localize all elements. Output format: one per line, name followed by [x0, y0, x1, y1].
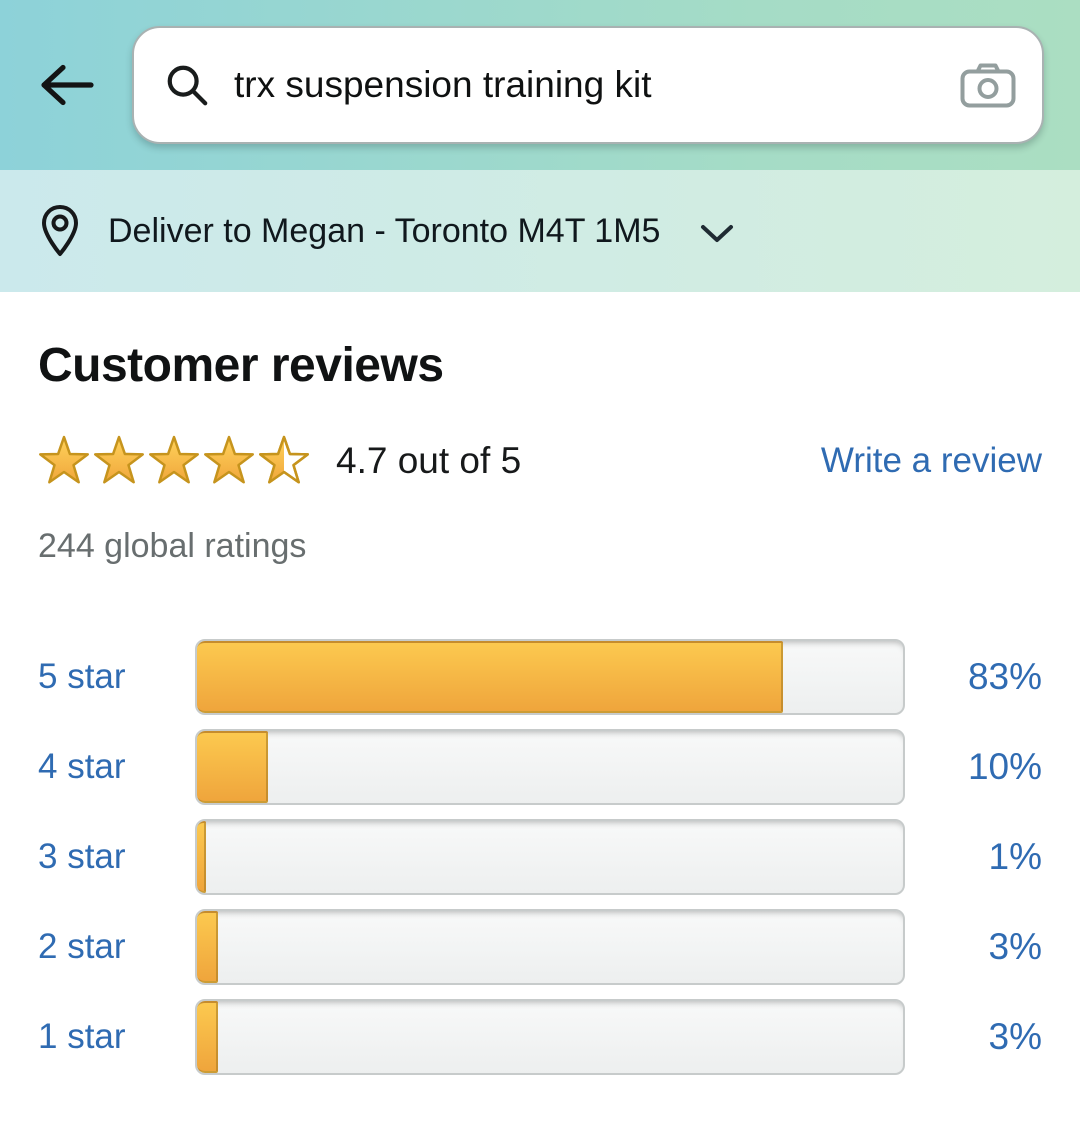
rating-bar-row[interactable]: 4 star 10%	[38, 729, 1042, 805]
rating-bar-label[interactable]: 2 star	[38, 927, 126, 966]
rating-bar-label[interactable]: 4 star	[38, 747, 126, 786]
delivery-location-bar[interactable]: Deliver to Megan - Toronto M4T 1M5	[0, 170, 1080, 292]
page-title: Customer reviews	[38, 339, 444, 392]
rating-bar-percent[interactable]: 1%	[988, 836, 1042, 877]
rating-bar-fill	[197, 821, 206, 893]
rating-bar-row[interactable]: 5 star 83%	[38, 639, 1042, 715]
rating-bar-fill	[197, 1001, 219, 1073]
back-button[interactable]	[0, 0, 132, 170]
star-icon	[39, 435, 89, 484]
back-arrow-icon	[41, 64, 94, 106]
search-bar[interactable]	[132, 26, 1044, 144]
rating-bar-fill	[197, 911, 219, 983]
camera-icon[interactable]	[960, 62, 1016, 108]
rating-bar-track[interactable]	[195, 639, 905, 715]
rating-bar-percent[interactable]: 10%	[967, 746, 1042, 787]
rating-value-text: 4.7 out of 5	[336, 440, 522, 481]
global-ratings-text: 244 global ratings	[38, 527, 307, 565]
star-icon	[259, 435, 309, 484]
delivery-text: Deliver to Megan - Toronto M4T 1M5	[108, 211, 661, 250]
rating-bar-row[interactable]: 1 star 3%	[38, 999, 1042, 1075]
rating-bar-track[interactable]	[195, 999, 905, 1075]
rating-bar-track[interactable]	[195, 729, 905, 805]
reviews-section: Customer reviews 4.7 out of 5 Write a re…	[0, 338, 1080, 1075]
star-icon	[149, 435, 199, 484]
star-icon	[204, 435, 254, 484]
rating-bar-track[interactable]	[195, 909, 905, 985]
rating-summary: 4.7 out of 5 Write a review	[38, 435, 1042, 487]
rating-bar-label[interactable]: 3 star	[38, 837, 126, 876]
search-icon	[167, 65, 208, 106]
star-rating[interactable]	[38, 435, 310, 487]
star-icon	[94, 435, 144, 484]
search-input[interactable]	[232, 63, 960, 107]
rating-bar-fill	[197, 731, 268, 803]
rating-bar-label[interactable]: 1 star	[38, 1017, 126, 1056]
rating-bar-fill	[197, 641, 783, 713]
rating-bar-label[interactable]: 5 star	[38, 657, 126, 696]
search-header	[0, 0, 1080, 170]
rating-bar-row[interactable]: 3 star 1%	[38, 819, 1042, 895]
rating-bar-percent[interactable]: 3%	[988, 1016, 1042, 1057]
rating-bar-percent[interactable]: 3%	[988, 926, 1042, 967]
rating-bar-track[interactable]	[195, 819, 905, 895]
chevron-down-icon	[701, 225, 734, 242]
amazon-reviews-screen: Deliver to Megan - Toronto M4T 1M5 Custo…	[0, 0, 1080, 1075]
location-pin-icon	[42, 205, 78, 256]
write-review-link[interactable]: Write a review	[820, 441, 1042, 480]
rating-bar-percent[interactable]: 83%	[967, 656, 1042, 697]
ratings-breakdown: 5 star 83% 4 star 10% 3 star 1% 2 star 3% 1 star…	[38, 639, 1042, 1075]
rating-bar-row[interactable]: 2 star 3%	[38, 909, 1042, 985]
